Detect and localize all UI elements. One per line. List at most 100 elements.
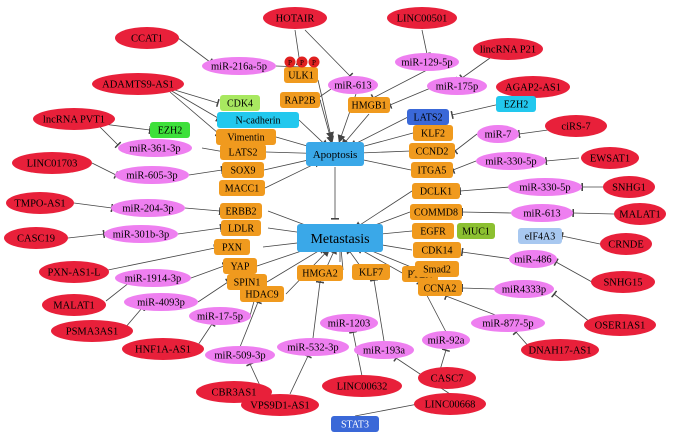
edge bbox=[107, 243, 217, 271]
phospho-icon: P bbox=[296, 56, 308, 68]
mirna-node-mir-129-5p: miR-129-5p bbox=[395, 53, 459, 71]
edge bbox=[461, 207, 512, 217]
mirna-node-mir-509-3p: miR-509-3p bbox=[205, 346, 275, 364]
edge bbox=[105, 278, 133, 302]
hub-metastasis-node-metastasis: Metastasis bbox=[297, 224, 383, 252]
lncrna-label: CASC7 bbox=[431, 374, 464, 385]
gene-node-smad2: Smad2 bbox=[415, 261, 459, 277]
lncrna-label: lncRNA PVT1 bbox=[43, 115, 105, 126]
protein-node-ezh2: EZH2 bbox=[496, 96, 536, 112]
edge bbox=[444, 292, 499, 317]
edge bbox=[184, 206, 221, 216]
mirna-node-mir-330-5p: miR-330-5p bbox=[508, 178, 582, 196]
edge bbox=[239, 299, 262, 348]
edge bbox=[188, 165, 224, 176]
lncrna-label: DNAH17-AS1 bbox=[529, 346, 592, 357]
lncrna-node-malat1: MALAT1 bbox=[42, 294, 106, 316]
mirna-label: miR-361-3p bbox=[129, 144, 180, 155]
mirna-node-mir-301b-3p: miR-301b-3p bbox=[104, 225, 178, 243]
gene-label: LDLR bbox=[228, 224, 254, 235]
gene-label: Smad2 bbox=[423, 265, 451, 276]
lncrna-node-pxn-as1-l: PXN-AS1-L bbox=[39, 261, 109, 283]
gene-label: COMMD8 bbox=[414, 208, 458, 219]
gene-label: CDK4 bbox=[227, 99, 253, 110]
mirna-node-mir-204-3p: miR-204-3p bbox=[111, 199, 185, 217]
lncrna-node-dnah17-as1: DNAH17-AS1 bbox=[521, 339, 599, 361]
edge bbox=[421, 29, 432, 56]
edge bbox=[169, 91, 222, 137]
gene-node-ccnd2: CCND2 bbox=[409, 143, 455, 159]
gene-node-dclk1: DCLK1 bbox=[412, 183, 460, 199]
mirna-node-mir-486: miR-486 bbox=[509, 250, 557, 268]
lncrna-label: TMPO-AS1 bbox=[14, 199, 65, 210]
mirna-node-mir-361-3p: miR-361-3p bbox=[118, 139, 192, 157]
phospho-label: P bbox=[288, 59, 292, 67]
gene-node-vimentin: Vimentin bbox=[216, 129, 276, 145]
edge bbox=[553, 258, 593, 283]
mirna-label: miR-877-5p bbox=[482, 319, 533, 330]
edge bbox=[560, 231, 601, 245]
edge bbox=[312, 280, 325, 339]
mirna-label: miR-486 bbox=[514, 255, 551, 266]
mirna-label: miR-613 bbox=[523, 209, 560, 220]
phospho-icon: P bbox=[284, 56, 296, 68]
edge bbox=[354, 399, 420, 417]
gene-label: CCND2 bbox=[416, 147, 449, 158]
gene-label: LATS2 bbox=[229, 148, 258, 159]
mirna-node-mir-216a-5p: miR-216a-5p bbox=[202, 57, 276, 75]
lncrna-node-casc19: CASC19 bbox=[4, 227, 68, 249]
mirna-node-mir-92a: miR-92a bbox=[422, 331, 470, 349]
lncrna-label: EWSAT1 bbox=[590, 154, 630, 165]
lncrna-node-snhg15: SNHG15 bbox=[591, 271, 655, 293]
gene-node-rap2b: RAP2B bbox=[280, 92, 320, 108]
lncrna-label: LINC00632 bbox=[337, 382, 388, 393]
edge bbox=[190, 262, 226, 279]
gene-node-pxn: PXN bbox=[214, 239, 250, 255]
lncrna-label: CCAT1 bbox=[131, 34, 163, 45]
mirna-node-mir-193a: miR-193a bbox=[354, 341, 414, 359]
mirna-label: miR-216a-5p bbox=[211, 62, 267, 73]
gene-node-cdk14: CDK14 bbox=[413, 242, 461, 258]
lncrna-node-hnf1a-as1: HNF1A-AS1 bbox=[122, 338, 204, 360]
edge bbox=[289, 353, 312, 395]
mirna-node-mir-877-5p: miR-877-5p bbox=[471, 314, 545, 332]
edge bbox=[341, 113, 370, 147]
lncrna-label: AGAP2-AS1 bbox=[505, 83, 561, 94]
mirna-node-mir-330-5p: miR-330-5p bbox=[476, 152, 546, 170]
mirna-label: miR-204-3p bbox=[122, 204, 173, 215]
protein-node-stat3: STAT3 bbox=[331, 416, 379, 432]
gene-label: MACC1 bbox=[225, 184, 259, 195]
gene-label: Vimentin bbox=[227, 133, 264, 144]
gene-label: SOX9 bbox=[230, 166, 255, 177]
mirna-label: miR-1914-3p bbox=[125, 274, 182, 285]
lncrna-node-vps9d1-as1: VPS9D1-AS1 bbox=[241, 394, 319, 416]
lncrna-label: ADAMTS9-AS1 bbox=[102, 80, 174, 91]
mirna-label: miR-17-5p bbox=[197, 312, 243, 323]
hub-apoptosis-node-apoptosis: Apoptosis bbox=[306, 142, 364, 166]
lncrna-label: LINC00501 bbox=[397, 14, 448, 25]
gene-node-sox9: SOX9 bbox=[222, 162, 264, 178]
edge bbox=[304, 29, 354, 80]
gene-label: RAP2B bbox=[284, 96, 315, 107]
edge bbox=[348, 116, 409, 148]
edge bbox=[73, 202, 114, 213]
lncrna-label: CBR3AS1 bbox=[212, 388, 257, 399]
gene-label: YAP bbox=[231, 262, 250, 273]
gene-node-klf7: KLF7 bbox=[352, 264, 390, 280]
lncrna-label: HOTAIR bbox=[276, 14, 315, 25]
phospho-label: P bbox=[300, 59, 304, 67]
mirna-label: miR-301b-3p bbox=[113, 230, 170, 241]
gene-label: DCLK1 bbox=[420, 187, 452, 198]
lncrna-label: SNHG1 bbox=[612, 183, 646, 194]
edge bbox=[197, 278, 231, 303]
lncrna-label: VPS9D1-AS1 bbox=[250, 401, 310, 412]
edge bbox=[450, 160, 477, 174]
gene-label: HDAC9 bbox=[245, 290, 278, 301]
edge bbox=[353, 190, 413, 230]
protein-node-muc1: MUC1 bbox=[457, 223, 495, 239]
gene-node-commd8: COMMD8 bbox=[410, 204, 462, 220]
edge bbox=[545, 156, 580, 166]
gene-label: KLF7 bbox=[359, 268, 383, 279]
edge bbox=[459, 57, 491, 82]
lncrna-label: MALAT1 bbox=[619, 210, 660, 221]
